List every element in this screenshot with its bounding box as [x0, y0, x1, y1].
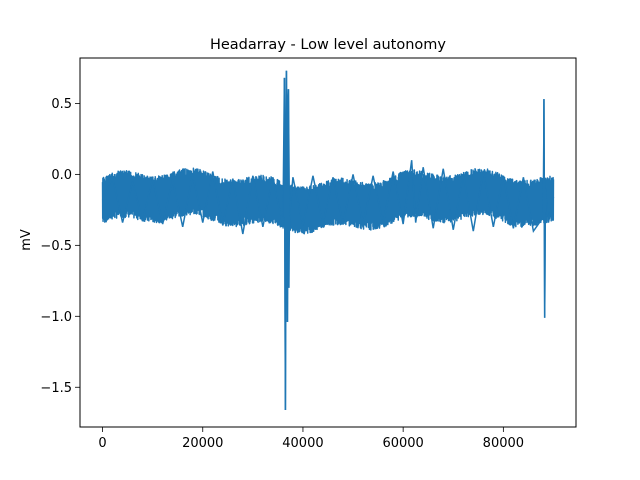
series-polyline: [101, 70, 555, 410]
series-spike: [542, 99, 547, 318]
series-band: [101, 167, 555, 235]
y-axis: 0.5 0.0 −0.5 −1.0 −1.5: [40, 97, 80, 396]
y-tick-label: 0.0: [51, 168, 72, 183]
x-tick-label: 80000: [483, 436, 524, 451]
x-tick-label: 0: [98, 436, 106, 451]
chart-title: Headarray - Low level autonomy: [210, 37, 446, 53]
series-layer: [101, 70, 555, 410]
series-spike: [283, 70, 291, 410]
y-tick-label: −1.0: [40, 310, 72, 325]
series-line: [101, 70, 555, 410]
plot-frame: [79, 57, 577, 428]
y-tick-label: −1.5: [40, 381, 72, 396]
x-tick-label: 40000: [282, 436, 323, 451]
x-tick-label: 60000: [382, 436, 423, 451]
x-axis: 0 20000 40000 60000 80000: [98, 427, 524, 451]
y-tick-label: 0.5: [51, 97, 72, 112]
x-tick-label: 20000: [182, 436, 223, 451]
y-tick-label: −0.5: [40, 239, 72, 254]
y-axis-label: mV: [19, 229, 34, 251]
plot-area: [79, 57, 577, 428]
